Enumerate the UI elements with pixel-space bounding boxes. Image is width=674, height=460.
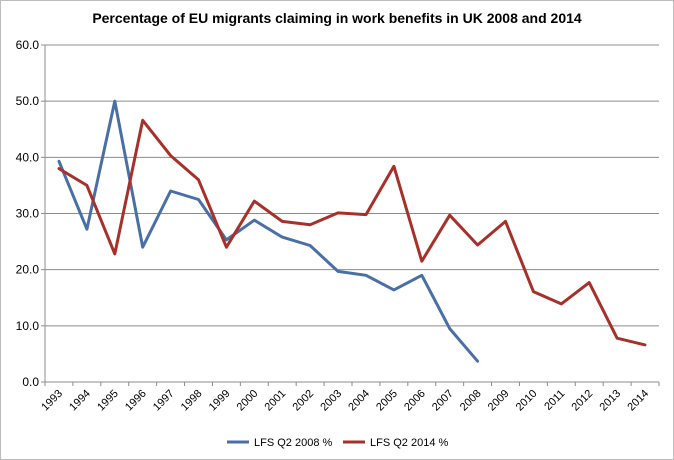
chart-title: Percentage of EU migrants claiming in wo… <box>92 10 582 26</box>
x-tick-label: 2002 <box>290 388 316 414</box>
x-tick-label: 2001 <box>263 388 289 414</box>
x-tick-label: 2010 <box>514 388 540 414</box>
x-tick-label: 2006 <box>402 388 428 414</box>
x-tick-label: 1994 <box>67 388 93 414</box>
x-tick-label: 2012 <box>570 388 596 414</box>
x-tick-label: 2013 <box>597 388 623 414</box>
series-line-2 <box>57 118 647 347</box>
x-tick-label: 2007 <box>430 388 456 414</box>
y-tick-label: 30.0 <box>16 207 40 221</box>
x-tick-label: 1997 <box>151 388 177 414</box>
legend-label: LFS Q2 2008 % <box>254 437 332 449</box>
y-tick-label: 60.0 <box>16 38 40 52</box>
y-tick-label: 40.0 <box>16 150 40 164</box>
x-tick-label: 2004 <box>346 388 372 414</box>
y-tick-label: 50.0 <box>16 94 40 108</box>
x-tick-label: 1999 <box>207 388 233 414</box>
x-tick-label: 2003 <box>318 388 344 414</box>
legend-label: LFS Q2 2014 % <box>370 437 448 449</box>
y-tick-label: 10.0 <box>16 319 40 333</box>
x-tick-label: 2011 <box>542 388 567 413</box>
series-line-1 <box>57 99 480 363</box>
x-tick-label: 1998 <box>179 388 205 414</box>
x-tick-label: 1996 <box>123 388 149 414</box>
y-tick-label: 0.0 <box>22 375 39 389</box>
x-tick-label: 2009 <box>486 388 512 414</box>
x-tick-label: 1995 <box>95 388 121 414</box>
x-tick-label: 1993 <box>39 388 65 414</box>
y-tick-label: 20.0 <box>16 263 40 277</box>
x-tick-label: 2008 <box>458 388 484 414</box>
x-tick-label: 2005 <box>374 388 400 414</box>
x-tick-label: 2000 <box>235 388 261 414</box>
x-tick-label: 2014 <box>625 388 651 414</box>
